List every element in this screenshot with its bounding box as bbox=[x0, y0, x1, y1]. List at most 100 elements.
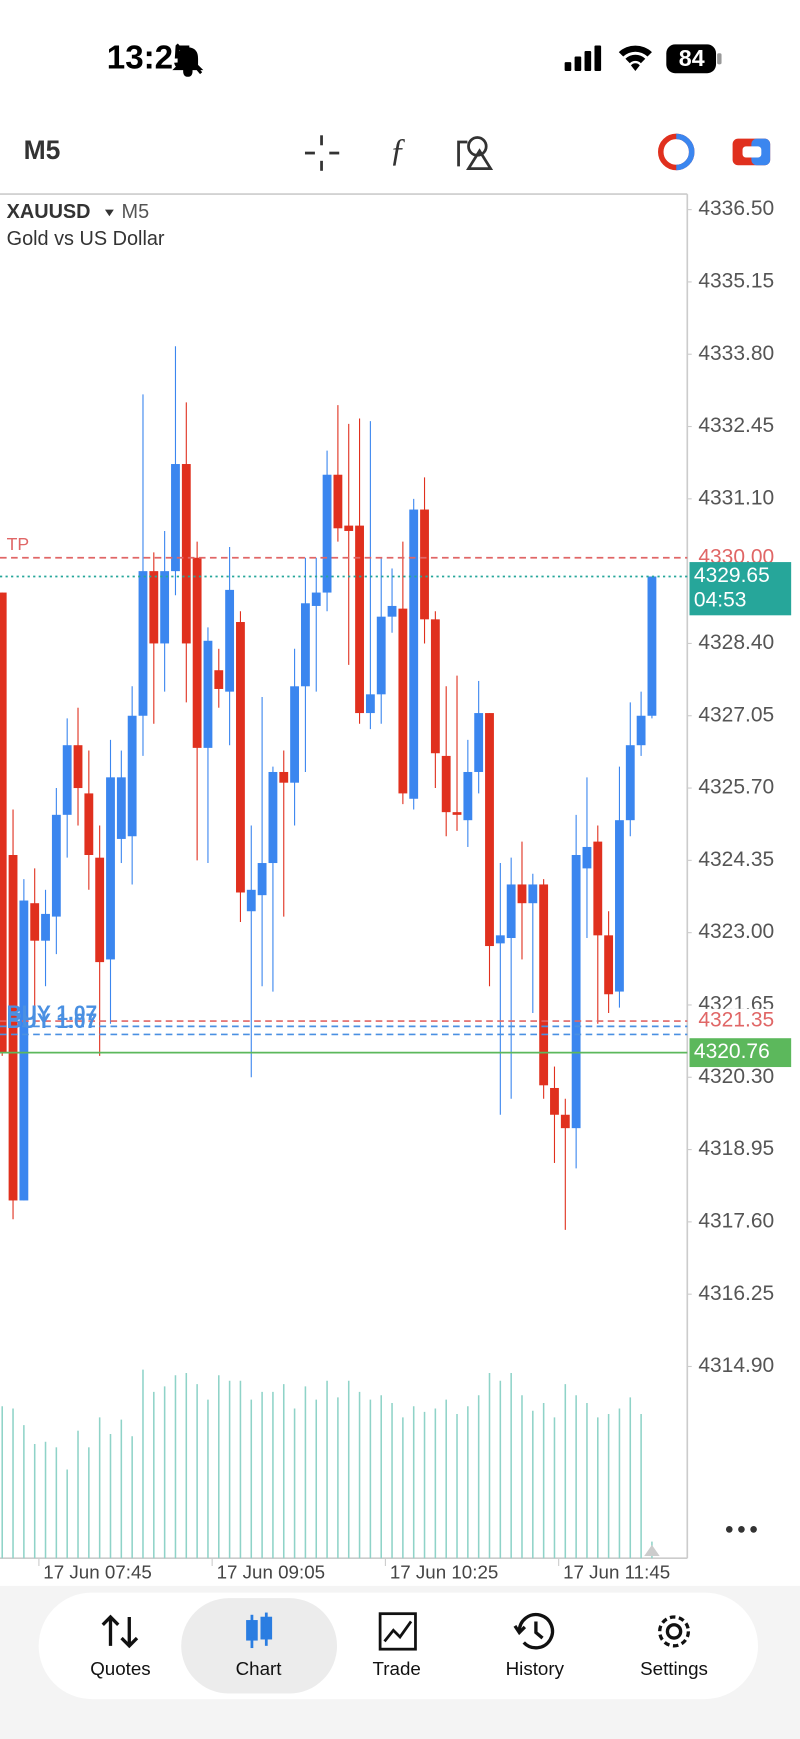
candle-body bbox=[452, 812, 462, 815]
candle-body bbox=[311, 592, 321, 606]
nav-icons bbox=[101, 1612, 691, 1651]
quotes-icon bbox=[101, 1614, 139, 1649]
level-price: 4320.76 bbox=[694, 1040, 770, 1063]
settings-icon bbox=[658, 1615, 691, 1648]
nav-active-pill bbox=[181, 1598, 338, 1694]
candle-body bbox=[236, 622, 245, 893]
crosshair-button[interactable] bbox=[304, 135, 340, 171]
nav-item[interactable]: Trade bbox=[373, 1658, 421, 1679]
candle-body bbox=[203, 640, 213, 748]
nav-item[interactable]: Quotes bbox=[90, 1658, 150, 1679]
candle-body bbox=[517, 884, 527, 904]
candle-body bbox=[19, 900, 29, 1201]
candle-body bbox=[550, 1087, 559, 1115]
level-name: BUY 1.07 bbox=[7, 1002, 98, 1025]
scroll-marker bbox=[644, 1544, 660, 1557]
candle-body bbox=[615, 820, 624, 992]
candle-body bbox=[181, 464, 191, 644]
y-tick-label: 4318.95 bbox=[698, 1137, 774, 1160]
y-tick-label: 4323.00 bbox=[698, 920, 774, 943]
candle-body bbox=[441, 755, 451, 813]
x-tick-label: 17 Jun 11:45 bbox=[563, 1562, 670, 1583]
nav-item[interactable]: Chart bbox=[236, 1658, 283, 1679]
candle-body bbox=[474, 713, 484, 772]
trade-circle-button[interactable] bbox=[658, 133, 695, 171]
symbol[interactable]: XAUUSD bbox=[7, 201, 91, 223]
level-name: BUY 1.07 bbox=[7, 1010, 98, 1033]
candle-body bbox=[62, 745, 72, 815]
mute-icon bbox=[172, 43, 204, 77]
candle-body bbox=[571, 854, 581, 1129]
candle-body bbox=[409, 509, 419, 799]
candle-body bbox=[0, 592, 7, 1054]
candle-body bbox=[84, 793, 94, 855]
candle-body bbox=[8, 854, 18, 1201]
candle-body bbox=[365, 694, 375, 714]
candle-body bbox=[257, 863, 267, 896]
candle-body bbox=[160, 571, 170, 644]
candle-body bbox=[420, 509, 429, 620]
level-price: 4321.35 bbox=[698, 1009, 774, 1032]
candle-body bbox=[138, 571, 148, 716]
level-label-bg bbox=[689, 1008, 796, 1034]
y-tick-label: 4332.45 bbox=[698, 414, 774, 437]
y-tick-label: 4327.05 bbox=[698, 703, 774, 726]
objects-button[interactable] bbox=[457, 136, 494, 170]
candle-body bbox=[225, 589, 235, 692]
y-tick-label: 4314.90 bbox=[698, 1354, 774, 1377]
candle-body bbox=[539, 884, 549, 1086]
candle-body bbox=[344, 525, 354, 531]
more-button[interactable] bbox=[725, 1526, 757, 1533]
symbol-dropdown[interactable] bbox=[104, 209, 114, 217]
battery-level: 84 bbox=[679, 45, 705, 71]
y-tick-label: 4333.80 bbox=[698, 342, 774, 365]
y-tick-label: 4331.10 bbox=[698, 486, 774, 509]
nav-item[interactable]: History bbox=[506, 1658, 565, 1679]
chart-timeframe: M5 bbox=[122, 201, 150, 223]
candle-body bbox=[333, 474, 343, 529]
signal-icon bbox=[564, 45, 602, 71]
nav-item[interactable]: Settings bbox=[640, 1658, 708, 1679]
one-click-button[interactable] bbox=[732, 138, 771, 166]
candle-body bbox=[214, 670, 224, 689]
candle-body bbox=[398, 608, 408, 794]
indicators-button[interactable]: ƒ bbox=[390, 132, 407, 169]
candle-body bbox=[279, 771, 289, 783]
candle-body bbox=[290, 686, 300, 783]
candle-body bbox=[506, 884, 516, 939]
y-tick-label: 4324.35 bbox=[698, 848, 774, 871]
candle-body bbox=[149, 571, 159, 644]
candle-body bbox=[647, 576, 657, 716]
candle-body bbox=[355, 525, 364, 714]
candle-body bbox=[246, 889, 256, 912]
candle-body bbox=[41, 913, 50, 941]
candle-body bbox=[593, 841, 603, 936]
candle-body bbox=[127, 715, 137, 837]
level-timer: 04:53 bbox=[694, 588, 746, 611]
history-icon bbox=[513, 1612, 555, 1650]
timeframe-button[interactable]: M5 bbox=[24, 135, 61, 165]
candle-body bbox=[625, 745, 635, 821]
y-tick-label: 4325.70 bbox=[698, 776, 774, 799]
candle-body bbox=[582, 846, 592, 869]
trade-icon bbox=[378, 1612, 417, 1651]
level-price: 4329.65 bbox=[694, 564, 770, 587]
y-tick-label: 4328.40 bbox=[698, 631, 774, 654]
candle-body bbox=[73, 745, 83, 789]
candle-body bbox=[560, 1114, 570, 1129]
candle-body bbox=[171, 464, 180, 572]
candle-body bbox=[495, 935, 505, 944]
wifi-icon bbox=[618, 45, 652, 71]
nav-bar bbox=[38, 1592, 759, 1700]
candle-body bbox=[300, 603, 310, 687]
candle-body bbox=[463, 771, 473, 821]
y-tick-label: 4335.15 bbox=[698, 269, 774, 292]
candle-body bbox=[192, 557, 202, 748]
candle-body bbox=[30, 903, 40, 941]
candle-body bbox=[387, 605, 397, 617]
plot bbox=[0, 346, 657, 1559]
chart-icon bbox=[246, 1612, 273, 1649]
